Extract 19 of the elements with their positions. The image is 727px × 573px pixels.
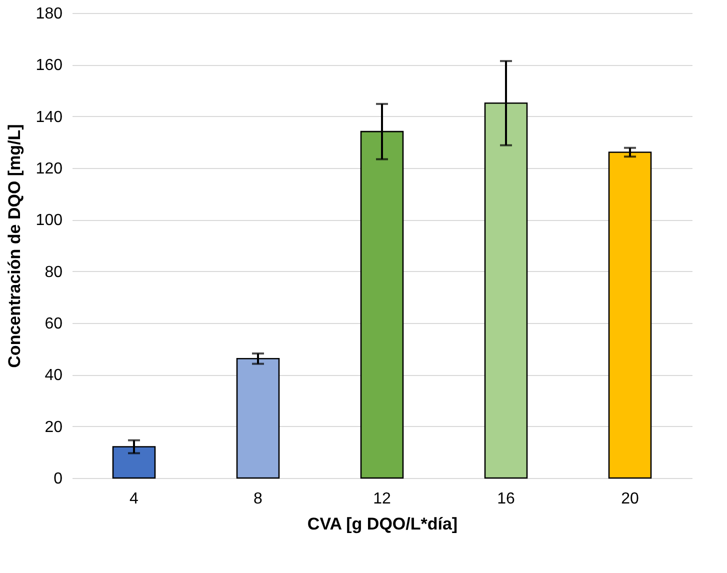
bar [608,152,652,479]
y-tick-label: 180 [36,6,63,22]
y-tick-label: 60 [44,316,63,332]
x-axis-title: CVA [g DQO/L*día] [307,514,458,534]
y-axis-title: Concentración de DQO [mg/L] [4,124,24,368]
x-tick-label: 20 [621,490,639,508]
y-tick-label: 0 [54,470,63,488]
x-tick-label: 4 [130,490,139,508]
y-tick-label: 160 [36,57,63,74]
x-tick-label: 16 [497,490,515,508]
x-tick-label: 12 [373,490,391,508]
y-tick-label: 120 [36,160,63,178]
y-tick-label: 80 [44,264,63,281]
y-tick-label: 20 [44,418,63,436]
y-tick-label: 100 [36,212,63,230]
bar [236,358,280,479]
x-tick-label: 8 [254,490,263,508]
y-tick-label: 140 [36,108,63,126]
y-tick-label: 40 [44,367,63,384]
